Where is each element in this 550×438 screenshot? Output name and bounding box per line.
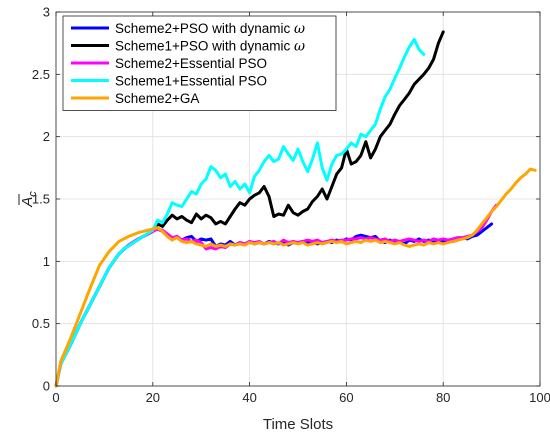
y-tick-label: 3 <box>43 5 50 20</box>
y-axis-title-main: A <box>19 197 36 208</box>
x-axis-title: Time Slots <box>263 416 333 433</box>
x-tick-label: 40 <box>242 390 256 405</box>
legend-label: Scheme1+Essential PSO <box>115 74 267 89</box>
x-tick-label: 80 <box>436 390 450 405</box>
x-tick-label: 20 <box>146 390 160 405</box>
y-tick-label: 1.5 <box>32 192 50 207</box>
axis-ticks: 0 20 40 60 80 100 0 0.5 1 1.5 2 2.5 3 <box>32 5 550 406</box>
legend-label: Scheme1+PSO with dynamic ω <box>115 39 305 55</box>
x-tick-label: 0 <box>52 390 59 405</box>
y-tick-label: 2 <box>43 129 50 144</box>
legend-label: Scheme2+Essential PSO <box>115 56 267 71</box>
legend: Scheme2+PSO with dynamic ω Scheme1+PSO wi… <box>62 15 337 111</box>
x-tick-label: 60 <box>339 390 353 405</box>
legend-label: Scheme2+GA <box>115 91 199 106</box>
series-line-5 <box>54 167 537 388</box>
y-tick-label: 2.5 <box>32 67 50 82</box>
y-axis-title: Ac <box>18 191 39 208</box>
y-tick-label: 0.5 <box>32 316 50 331</box>
legend-label: Scheme2+PSO with dynamic ω <box>115 21 305 37</box>
x-tick-label: 100 <box>529 390 550 405</box>
y-axis-title-subscript: c <box>27 191 39 197</box>
series-lines <box>54 30 537 388</box>
y-tick-label: 0 <box>43 379 50 394</box>
y-tick-label: 1 <box>43 254 50 269</box>
svg-text:Ac: Ac <box>19 191 39 208</box>
